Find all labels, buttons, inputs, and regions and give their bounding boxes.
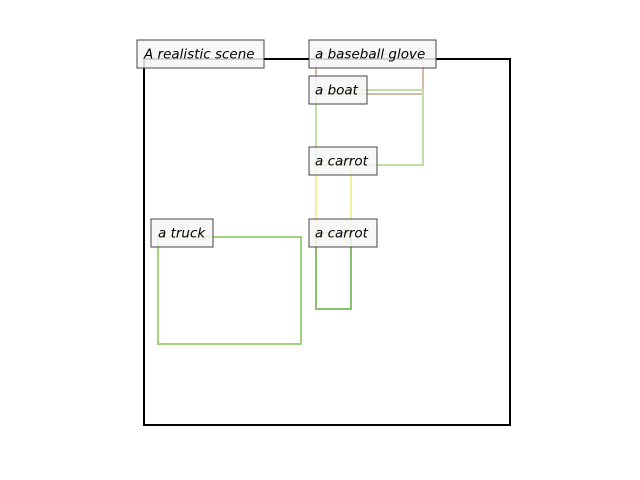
label-truck-box [150, 218, 214, 248]
label-baseball-glove-text: a baseball glove [315, 47, 425, 63]
label-carrot-2-box [308, 218, 378, 248]
caption-label-box [136, 39, 265, 69]
caption-label: A realistic scene [136, 39, 265, 69]
label-boat-text: a boat [315, 83, 359, 99]
label-truck-text: a truck [158, 226, 206, 242]
box-truck [157, 236, 302, 345]
label-baseball-glove: a baseball glove [308, 39, 437, 69]
label-carrot-1: a carrot [308, 146, 378, 176]
label-boat: a boat [308, 75, 368, 105]
label-carrot-2-text: a carrot [315, 226, 369, 242]
label-truck: a truck [150, 218, 214, 248]
label-carrot-1-text: a carrot [315, 154, 369, 170]
label-carrot-1-box [308, 146, 378, 176]
label-baseball-glove-box [308, 39, 437, 69]
label-boat-box [308, 75, 368, 105]
label-carrot-2: a carrot [308, 218, 378, 248]
caption-label-text: A realistic scene [143, 47, 255, 63]
